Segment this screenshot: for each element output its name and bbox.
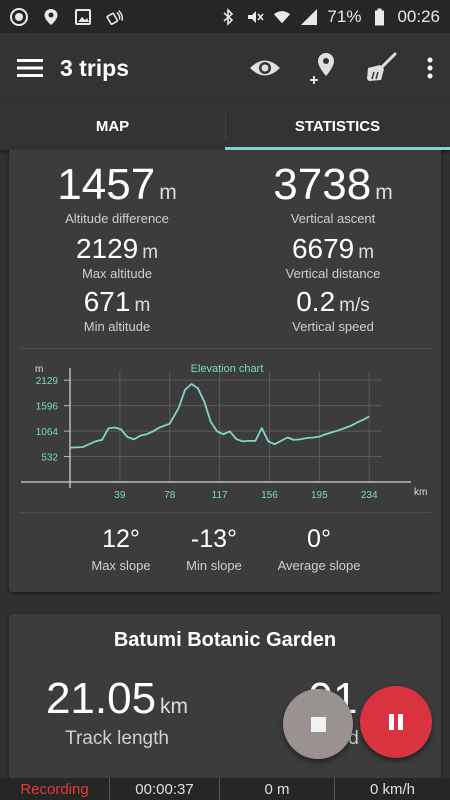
stat-value: 671 [83,286,131,317]
chart-x-tick-label: 195 [311,490,328,501]
nfc-status-icon [106,8,124,26]
record-status-icon [10,7,28,26]
bluetooth-icon [219,7,237,26]
chart-x-tick-label: 78 [164,490,176,501]
clear-button[interactable] [352,33,410,103]
battery-percent: 71% [327,6,362,26]
stat-value: 6679 [291,233,355,264]
stat-label: Track length [65,728,169,749]
altitude-card: 1457 m Altitude difference 3738 m Vertical… [9,150,441,592]
stat-min-slope: -13° Min slope [164,525,264,573]
recording-status: Recording [0,778,110,800]
divider [19,512,431,513]
stat-unit: km [160,695,189,718]
stat-value: 21.05 [45,674,157,723]
stat-unit: m/s [339,295,370,316]
battery-icon [370,8,388,26]
stat-average-slope: 0° Average slope [264,525,374,573]
slope-label: Max slope [91,558,151,573]
stat-unit: m [375,181,393,204]
chart-y-tick-label: 1596 [36,402,59,413]
stat-value: 2129 [75,233,139,264]
stat-label: Vertical ascent [290,211,376,226]
slope-value: 0° [307,525,331,553]
divider [19,348,431,349]
stat-label: Altitude difference [65,211,169,226]
stat-track-length: 21.05 km Track length [9,674,225,750]
stat-label: Vertical speed [292,319,374,334]
wifi-icon [273,8,291,26]
tab-bar: MAP STATISTICS [0,103,450,150]
slope-label: Min slope [186,558,242,573]
pause-icon [387,714,405,730]
pause-recording-button[interactable] [360,686,432,758]
stat-vertical-ascent: 3738 m Vertical ascent [225,160,441,226]
add-location-button[interactable] [294,33,352,103]
stat-vertical-speed: 0.2 m/s Vertical speed [225,286,441,334]
tab-map[interactable]: MAP [95,118,130,135]
recording-duration: 00:00:37 [110,778,220,800]
chart-x-tick-label: 234 [361,490,378,501]
visibility-button[interactable] [236,33,294,103]
chart-x-axis-label: km [414,487,427,498]
stat-min-altitude: 671 m Min altitude [9,286,225,334]
stat-max-slope: 12° Max slope [71,525,171,573]
trip-name: Batumi Botanic Garden [113,629,337,651]
stop-icon [310,716,326,732]
add-location-icon [310,53,334,84]
stat-value: 1457 [57,160,156,209]
stat-unit: m [134,295,151,316]
elevation-chart: Elevation chart m km 532 1064 1596 2129 39 78… [21,363,427,501]
more-vert-icon [427,57,433,79]
chart-y-tick-label: 2129 [36,376,59,387]
recording-speed: 0 km/h [369,780,415,798]
stat-max-altitude: 2129 m Max altitude [9,233,225,281]
trip-card[interactable]: Batumi Botanic Garden 21.05 km Track leng… [9,614,441,778]
statistics-content[interactable]: 1457 m Altitude difference 3738 m Vertical… [0,150,450,778]
chart-title: Elevation chart [191,363,264,375]
recording-distance: 0 m [220,778,335,800]
stat-label: Vertical distance [285,266,381,281]
clock: 00:26 [397,6,440,26]
stop-recording-button[interactable] [283,689,353,759]
location-status-icon [42,8,60,26]
status-bar: 71% 00:26 [0,0,450,33]
stat-unit: m [159,181,177,204]
stat-label: Max altitude [81,266,153,281]
slope-label: Average slope [277,558,361,573]
stat-vertical-distance: 6679 m Vertical distance [225,233,441,281]
chart-y-tick-label: 532 [41,453,58,464]
chart-elevation-line [69,383,370,449]
eye-icon [250,60,280,76]
broom-icon [367,52,397,81]
tab-statistics[interactable]: STATISTICS [225,103,450,150]
stat-value: 3738 [273,160,372,209]
image-status-icon [74,8,92,26]
menu-icon [17,59,43,77]
signal-icon [300,8,318,26]
slope-value: -13° [190,525,238,553]
stat-value: 0.2 [296,286,336,317]
chart-y-axis-label: m [35,364,43,375]
recording-bar: Recording 00:00:37 0 m 0 km/h [0,778,450,800]
page-title: 3 trips [60,54,130,81]
slope-value: 12° [102,525,140,553]
chart-x-tick-label: 39 [114,490,126,501]
mute-icon [246,8,265,26]
menu-button[interactable] [0,33,60,103]
chart-x-tick-label: 117 [212,490,228,501]
chart-x-tick-label: 156 [261,490,278,501]
stat-unit: m [142,242,159,263]
stat-unit: m [358,242,375,263]
more-options-button[interactable] [410,33,450,103]
app-bar: 3 trips [0,33,450,103]
chart-y-tick-label: 1064 [36,427,59,438]
stat-altitude-difference: 1457 m Altitude difference [9,160,225,226]
stat-label: Min altitude [83,319,151,334]
